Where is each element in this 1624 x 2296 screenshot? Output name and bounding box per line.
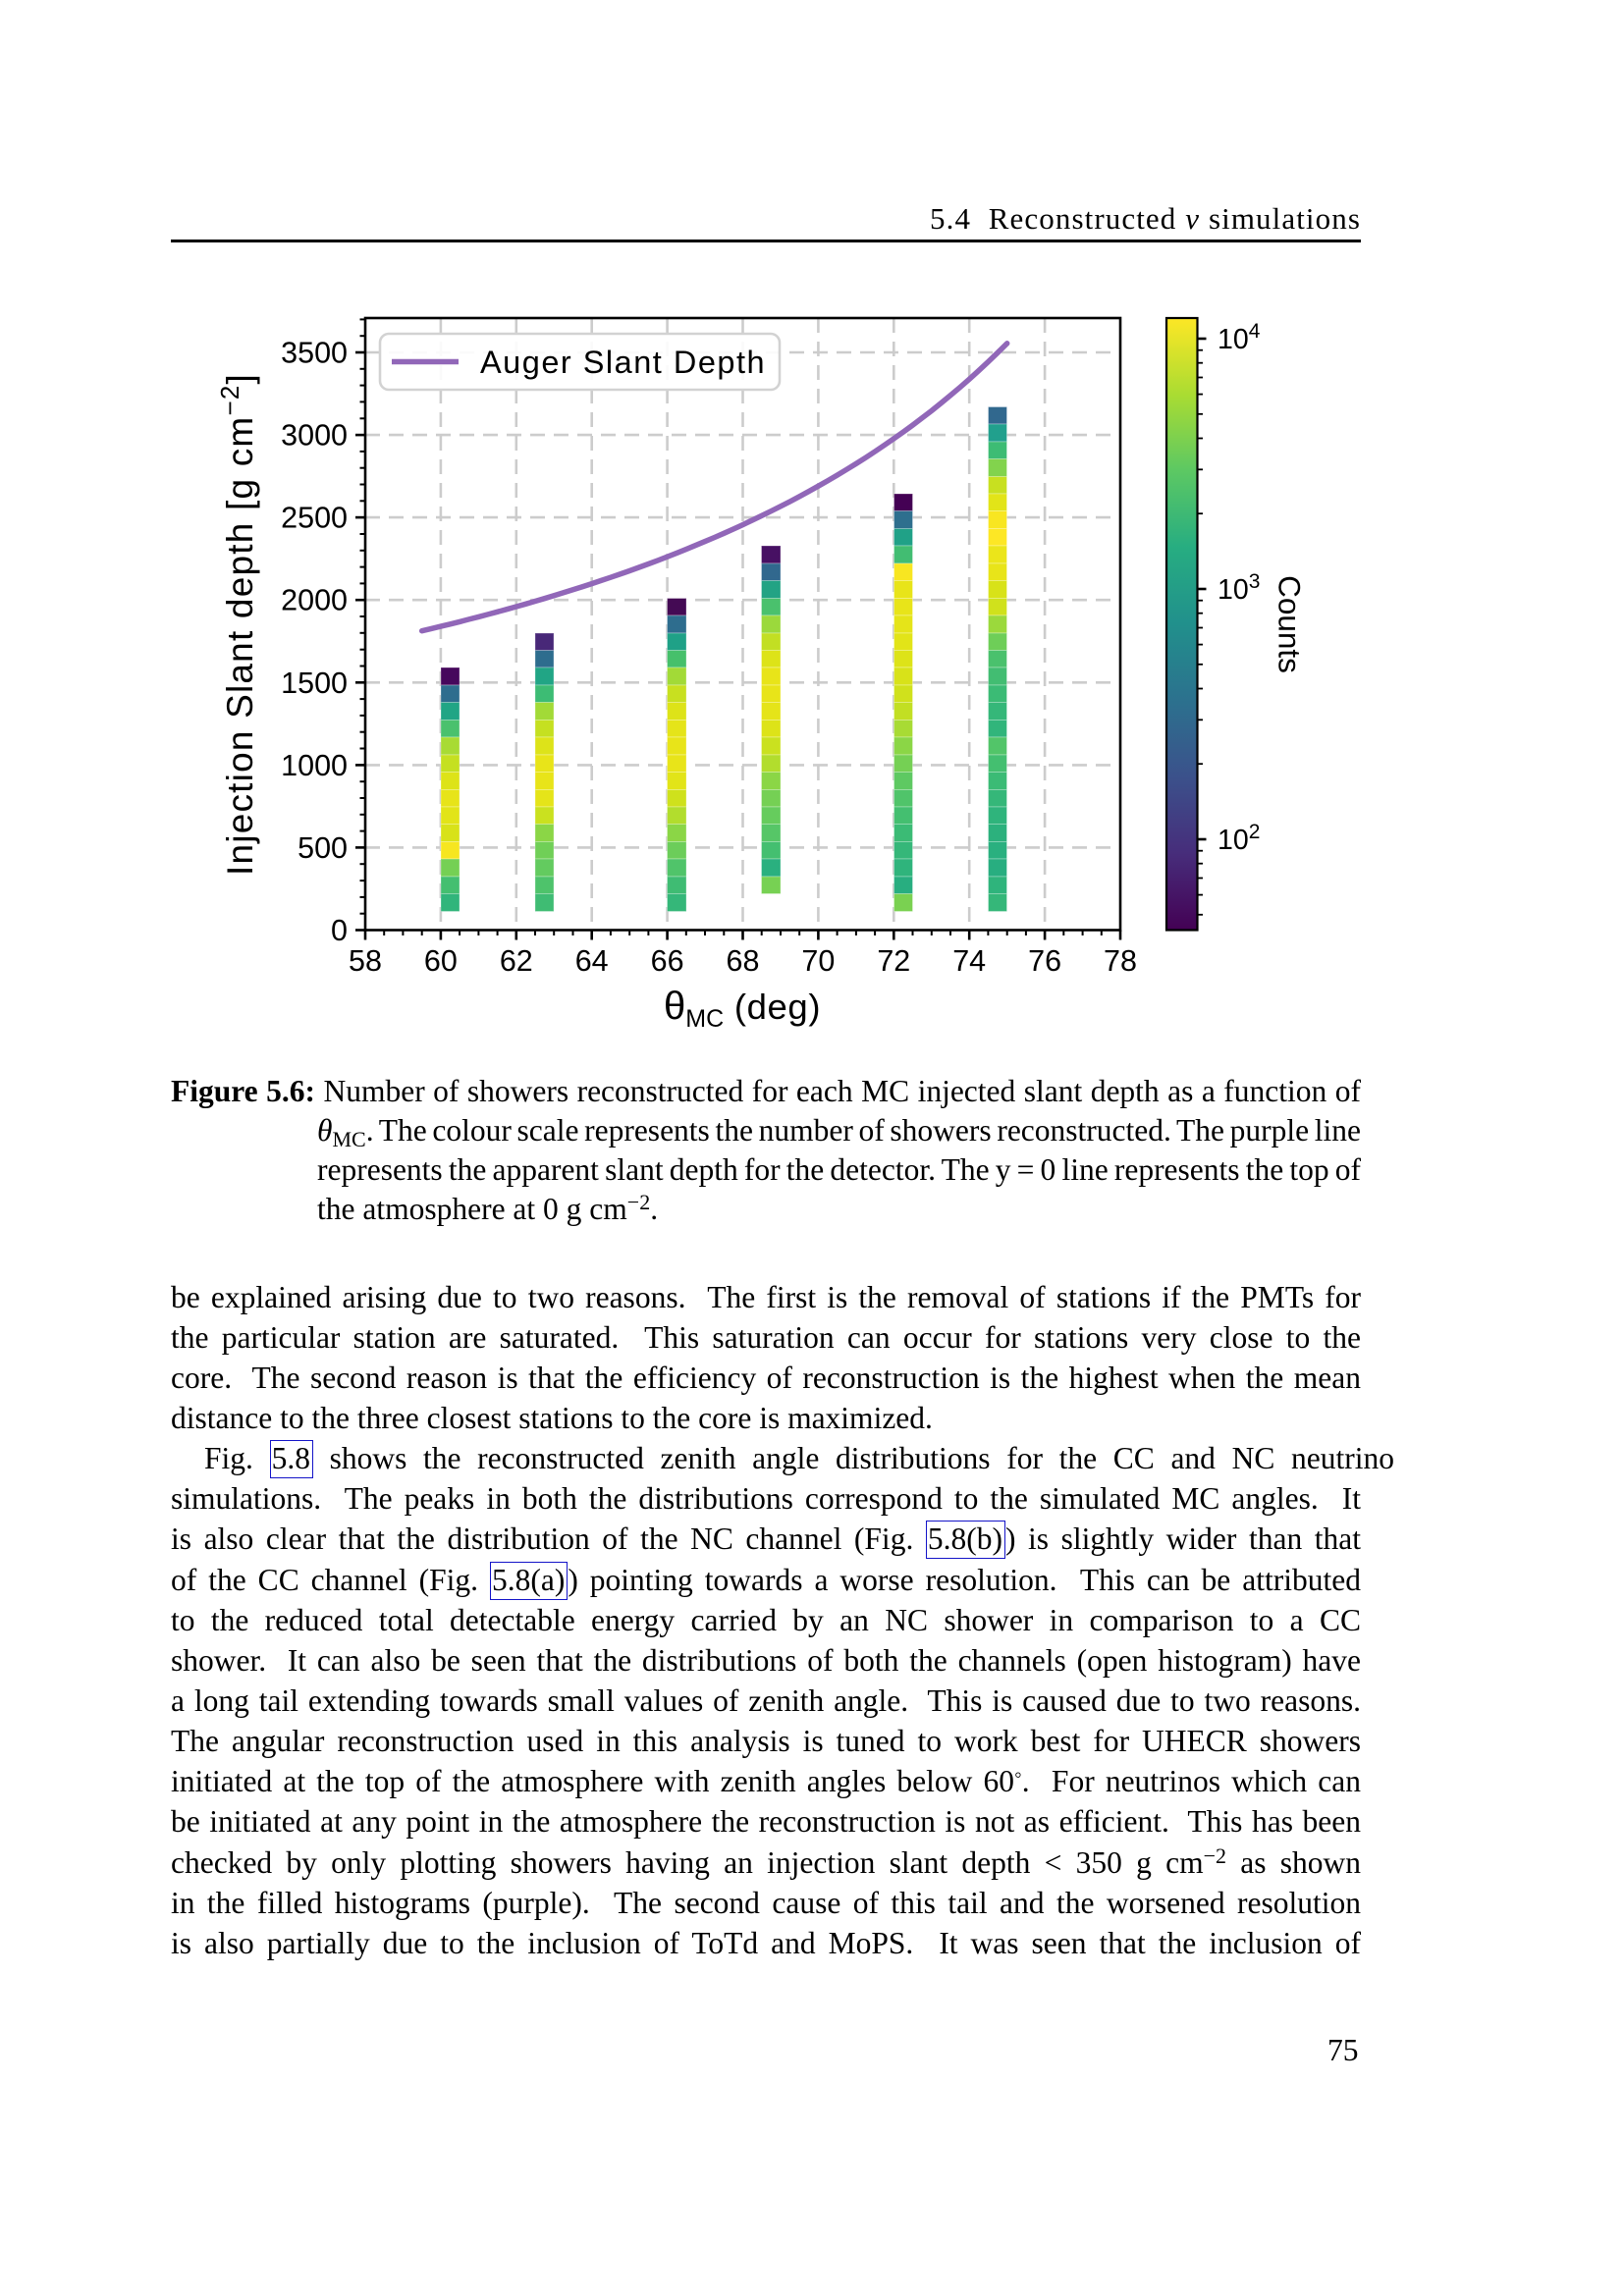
svg-text:68: 68 [727, 944, 760, 978]
svg-text:1000: 1000 [281, 749, 348, 782]
svg-text:76: 76 [1028, 944, 1061, 978]
svg-text:78: 78 [1104, 944, 1137, 978]
svg-text:62: 62 [500, 944, 533, 978]
svg-text:Counts: Counts [1272, 575, 1308, 673]
svg-text:2500: 2500 [281, 502, 348, 535]
svg-text:0: 0 [331, 914, 348, 947]
svg-text:104: 104 [1218, 320, 1261, 355]
svg-text:500: 500 [298, 831, 348, 865]
svg-text:θMC (deg): θMC (deg) [664, 985, 821, 1033]
svg-text:103: 103 [1218, 570, 1260, 606]
svg-text:Injection Slant depth [g cm−2]: Injection Slant depth [g cm−2] [215, 373, 260, 876]
svg-text:64: 64 [575, 944, 609, 978]
svg-text:58: 58 [349, 944, 382, 978]
svg-text:60: 60 [424, 944, 458, 978]
svg-text:72: 72 [877, 944, 910, 978]
svg-text:66: 66 [651, 944, 684, 978]
svg-text:3000: 3000 [281, 419, 348, 453]
svg-text:1500: 1500 [281, 667, 348, 700]
svg-text:102: 102 [1218, 821, 1260, 856]
svg-text:74: 74 [952, 944, 986, 978]
svg-text:Auger Slant Depth: Auger Slant Depth [480, 345, 766, 380]
svg-text:2000: 2000 [281, 584, 348, 617]
svg-text:3500: 3500 [281, 337, 348, 370]
svg-text:70: 70 [801, 944, 835, 978]
